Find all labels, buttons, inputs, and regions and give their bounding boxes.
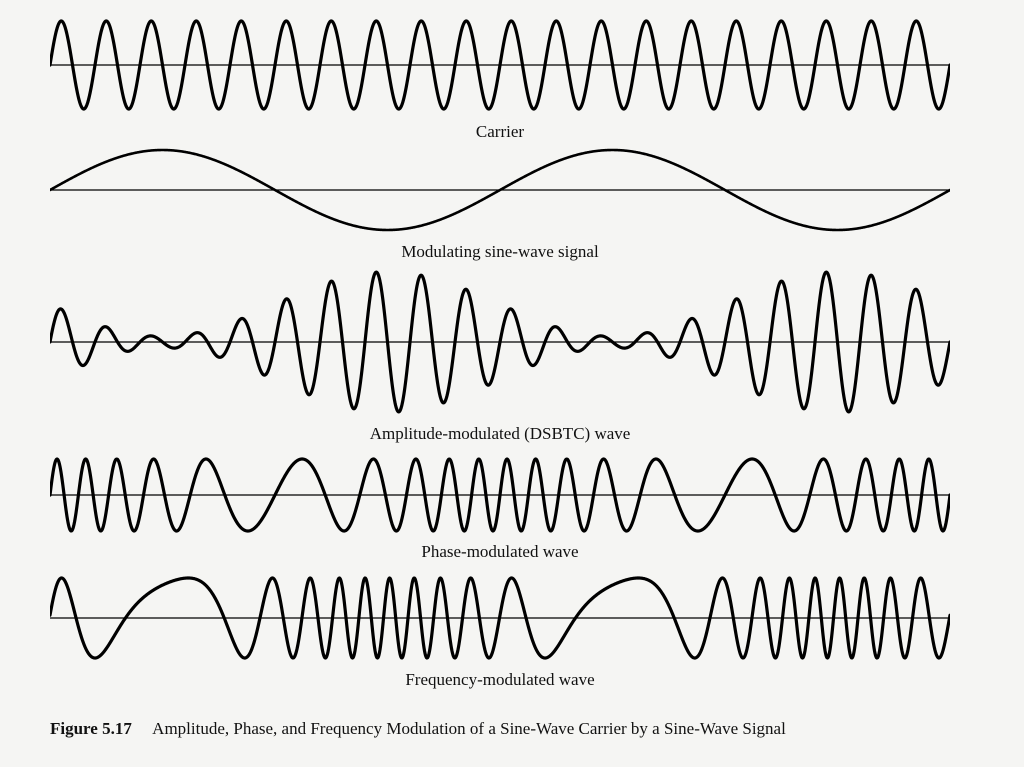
am-panel: Amplitude-modulated (DSBTC) wave [50, 262, 950, 444]
pm-panel: Phase-modulated wave [50, 450, 950, 562]
modulating-panel: Modulating sine-wave signal [50, 140, 950, 262]
carrier-wave-svg [50, 10, 950, 120]
fm-panel: Frequency-modulated wave [50, 568, 950, 690]
am-wave-svg [50, 262, 950, 422]
am-label: Amplitude-modulated (DSBTC) wave [50, 424, 950, 444]
figure-page: Carrier Modulating sine-wave signal Ampl… [0, 0, 1024, 767]
fm-wave-svg [50, 568, 950, 668]
modulating-wave-svg [50, 140, 950, 240]
carrier-panel: Carrier [50, 10, 950, 142]
pm-wave-svg [50, 450, 950, 540]
carrier-label: Carrier [50, 122, 950, 142]
figure-title: Amplitude, Phase, and Frequency Modulati… [152, 719, 786, 738]
figure-number: Figure 5.17 [50, 719, 132, 738]
fm-label: Frequency-modulated wave [50, 670, 950, 690]
figure-caption: Figure 5.17 Amplitude, Phase, and Freque… [50, 718, 950, 739]
pm-label: Phase-modulated wave [50, 542, 950, 562]
modulating-label: Modulating sine-wave signal [50, 242, 950, 262]
